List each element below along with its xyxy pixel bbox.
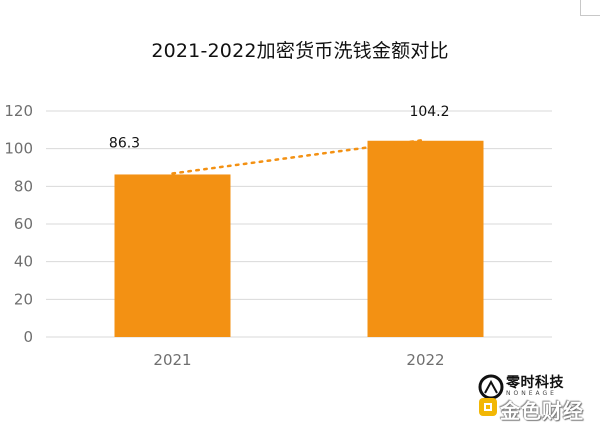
watermark: 零时科技 NONEAGE 金色财经	[478, 372, 596, 423]
jinse-logo-icon	[479, 398, 497, 416]
frame-corner	[580, 0, 600, 16]
data-label: 86.3	[109, 135, 140, 151]
x-category-label: 2021	[153, 351, 191, 369]
trendline-dotted	[171, 139, 423, 175]
bar	[367, 140, 484, 337]
y-tick-label: 120	[4, 102, 33, 120]
watermark-brand-bottom: 金色财经	[500, 399, 584, 423]
data-label: 104.2	[409, 104, 449, 120]
chart-title: 2021-2022加密货币洗钱金额对比	[151, 40, 449, 62]
y-tick-label: 60	[14, 215, 33, 233]
y-tick-label: 40	[14, 253, 33, 271]
y-tick-label: 80	[14, 177, 33, 195]
y-axis-ticks: 0 20 40 60 80 100 120	[4, 102, 33, 346]
watermark-brand-top: 零时科技	[506, 375, 564, 391]
bars	[114, 140, 484, 337]
data-labels: 86.3 104.2	[109, 104, 450, 152]
trendline	[171, 139, 423, 175]
watermark-brand-sub: NONEAGE	[506, 390, 557, 397]
y-tick-label: 0	[23, 328, 33, 346]
x-axis-categories: 2021 2022	[153, 351, 444, 369]
x-category-label: 2022	[406, 351, 444, 369]
y-tick-label: 100	[4, 140, 33, 158]
bar	[114, 174, 231, 337]
y-tick-label: 20	[14, 290, 33, 308]
